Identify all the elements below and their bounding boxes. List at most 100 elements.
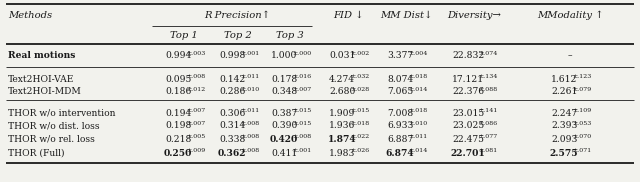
Text: ±.074: ±.074 xyxy=(478,51,497,56)
Text: 0.198: 0.198 xyxy=(165,122,191,130)
Text: ±.004: ±.004 xyxy=(408,51,428,56)
Text: 6.874: 6.874 xyxy=(386,149,415,157)
Text: Text2HOI-VAE: Text2HOI-VAE xyxy=(8,74,74,84)
Text: ±.007: ±.007 xyxy=(292,87,312,92)
Text: ±.016: ±.016 xyxy=(292,74,312,79)
Text: 8.074: 8.074 xyxy=(387,74,413,84)
Text: 1.612: 1.612 xyxy=(551,74,577,84)
Text: ±.015: ±.015 xyxy=(351,108,370,113)
Text: ±.010: ±.010 xyxy=(241,87,260,92)
Text: 0.387: 0.387 xyxy=(271,108,297,118)
Text: ±.007: ±.007 xyxy=(186,108,205,113)
Text: ±.018: ±.018 xyxy=(408,74,428,79)
Text: 0.178: 0.178 xyxy=(271,74,297,84)
Text: ±.015: ±.015 xyxy=(292,108,312,113)
Text: 22.832: 22.832 xyxy=(452,52,484,60)
Text: 17.121: 17.121 xyxy=(452,74,484,84)
Text: 0.095: 0.095 xyxy=(165,74,191,84)
Text: 2.247: 2.247 xyxy=(551,108,577,118)
Text: ±.008: ±.008 xyxy=(241,148,260,153)
Text: ±.015: ±.015 xyxy=(292,121,312,126)
Text: 2.575: 2.575 xyxy=(550,149,579,157)
Text: 0.362: 0.362 xyxy=(218,149,246,157)
Text: Top 3: Top 3 xyxy=(276,31,304,39)
Text: ±.010: ±.010 xyxy=(408,121,428,126)
Text: 6.887: 6.887 xyxy=(387,134,413,143)
Text: 2.093: 2.093 xyxy=(551,134,577,143)
Text: 0.218: 0.218 xyxy=(165,134,191,143)
Text: 23.025: 23.025 xyxy=(452,122,484,130)
Text: THOR w/o dist. loss: THOR w/o dist. loss xyxy=(8,122,100,130)
Text: MModality ↑: MModality ↑ xyxy=(537,10,604,20)
Text: ±.141: ±.141 xyxy=(478,108,497,113)
Text: THOR (Full): THOR (Full) xyxy=(8,149,65,157)
Text: ±.005: ±.005 xyxy=(186,134,205,139)
Text: 0.338: 0.338 xyxy=(219,134,245,143)
Text: Diversity→: Diversity→ xyxy=(447,11,501,19)
Text: 2.261: 2.261 xyxy=(551,88,577,96)
Text: ±.003: ±.003 xyxy=(186,51,205,56)
Text: 0.314: 0.314 xyxy=(219,122,245,130)
Text: 22.475: 22.475 xyxy=(452,134,484,143)
Text: Top 2: Top 2 xyxy=(224,31,252,39)
Text: ±.134: ±.134 xyxy=(478,74,497,79)
Text: 0.994: 0.994 xyxy=(165,52,191,60)
Text: ±.071: ±.071 xyxy=(572,148,591,153)
Text: ±.081: ±.081 xyxy=(478,148,497,153)
Text: ±.086: ±.086 xyxy=(478,121,497,126)
Text: 7.008: 7.008 xyxy=(387,108,413,118)
Text: 7.065: 7.065 xyxy=(387,88,413,96)
Text: ±.008: ±.008 xyxy=(241,121,260,126)
Text: 1.000: 1.000 xyxy=(271,52,298,60)
Text: ±.009: ±.009 xyxy=(186,148,205,153)
Text: 0.306: 0.306 xyxy=(219,108,245,118)
Text: 1.983: 1.983 xyxy=(329,149,355,157)
Text: –: – xyxy=(568,52,572,60)
Text: Real motions: Real motions xyxy=(8,52,76,60)
Text: Top 1: Top 1 xyxy=(170,31,198,39)
Text: 2.393: 2.393 xyxy=(551,122,577,130)
Text: ±.022: ±.022 xyxy=(351,134,370,139)
Text: ±.007: ±.007 xyxy=(186,121,205,126)
Text: 0.390: 0.390 xyxy=(271,122,298,130)
Text: 23.015: 23.015 xyxy=(452,108,484,118)
Text: ±.008: ±.008 xyxy=(292,134,312,139)
Text: ±.012: ±.012 xyxy=(186,87,205,92)
Text: 0.031: 0.031 xyxy=(329,52,355,60)
Text: ±.008: ±.008 xyxy=(241,134,260,139)
Text: ±.026: ±.026 xyxy=(351,148,369,153)
Text: Methods: Methods xyxy=(8,11,52,19)
Text: 0.998: 0.998 xyxy=(219,52,245,60)
Text: 1.909: 1.909 xyxy=(329,108,355,118)
Text: ±.109: ±.109 xyxy=(572,108,591,113)
Text: 0.194: 0.194 xyxy=(165,108,191,118)
Text: 0.411: 0.411 xyxy=(271,149,297,157)
Text: 6.933: 6.933 xyxy=(387,122,413,130)
Text: 0.348: 0.348 xyxy=(271,88,297,96)
Text: ±.079: ±.079 xyxy=(572,87,591,92)
Text: ±.070: ±.070 xyxy=(572,134,591,139)
Text: 3.377: 3.377 xyxy=(387,52,413,60)
Text: ±.000: ±.000 xyxy=(292,51,312,56)
Text: ±.002: ±.002 xyxy=(351,51,370,56)
Text: ±.011: ±.011 xyxy=(241,74,260,79)
Text: ±.018: ±.018 xyxy=(351,121,370,126)
Text: ±.011: ±.011 xyxy=(241,108,260,113)
Text: 0.186: 0.186 xyxy=(165,88,191,96)
Text: 4.274: 4.274 xyxy=(329,74,355,84)
Text: 0.250: 0.250 xyxy=(164,149,193,157)
Text: ±.028: ±.028 xyxy=(351,87,370,92)
Text: MM Dist↓: MM Dist↓ xyxy=(380,11,432,19)
Text: 2.680: 2.680 xyxy=(329,88,355,96)
Text: THOR w/o intervention: THOR w/o intervention xyxy=(8,108,115,118)
Text: 1.874: 1.874 xyxy=(328,134,356,143)
Text: ±.011: ±.011 xyxy=(408,134,428,139)
Text: 0.286: 0.286 xyxy=(219,88,245,96)
Text: ±.001: ±.001 xyxy=(241,51,260,56)
Text: 0.420: 0.420 xyxy=(270,134,298,143)
Text: ±.088: ±.088 xyxy=(478,87,497,92)
Text: 0.142: 0.142 xyxy=(219,74,245,84)
Text: THOR w/o rel. loss: THOR w/o rel. loss xyxy=(8,134,95,143)
Text: 1.936: 1.936 xyxy=(329,122,355,130)
Text: ±.032: ±.032 xyxy=(351,74,370,79)
